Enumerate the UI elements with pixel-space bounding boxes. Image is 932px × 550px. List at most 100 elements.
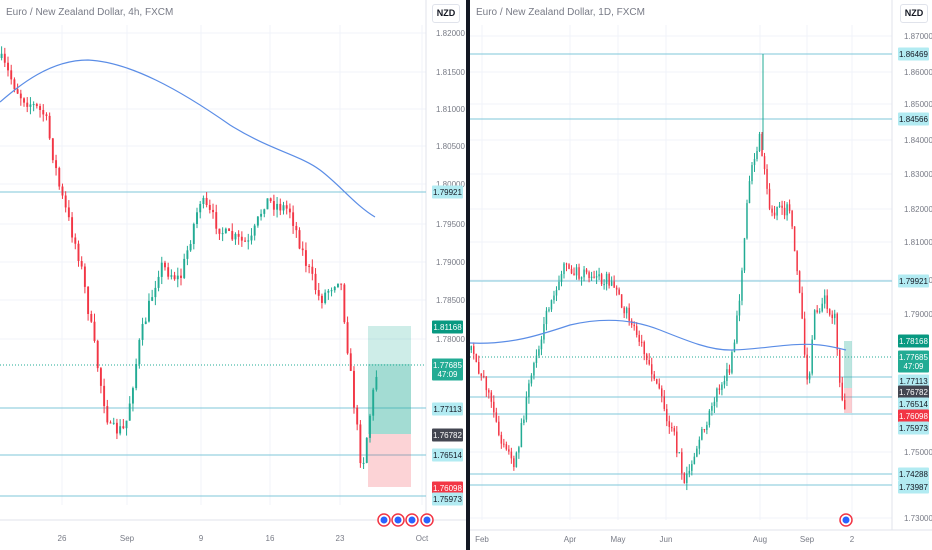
candle-body xyxy=(109,422,112,424)
price-tick-label: 1.80000 xyxy=(436,180,465,189)
candle-body xyxy=(192,224,195,245)
event-flag-icon-core xyxy=(842,516,850,524)
time-tick-label: Sep xyxy=(120,534,135,543)
candle-body xyxy=(613,281,615,288)
candle-body xyxy=(533,363,535,376)
candle-body xyxy=(48,115,51,139)
time-tick-label: May xyxy=(610,535,625,544)
candle-body xyxy=(610,281,613,286)
candle-body xyxy=(199,203,202,213)
currency-button[interactable]: NZD xyxy=(900,4,928,23)
candle-body xyxy=(681,452,683,474)
candle-body xyxy=(64,195,67,208)
candle-body xyxy=(7,62,9,71)
event-flag-icon-core xyxy=(423,516,431,524)
candle-body xyxy=(530,375,533,384)
candle-body xyxy=(683,473,686,484)
candle-body xyxy=(676,431,678,454)
candle-body xyxy=(706,425,708,431)
candle-body xyxy=(758,133,761,151)
candle-body xyxy=(655,378,658,384)
candle-body xyxy=(135,364,138,389)
position-stop-zone xyxy=(844,388,852,413)
candle-body xyxy=(778,205,781,207)
candle-body xyxy=(776,206,778,216)
candle-body xyxy=(221,233,224,235)
candle-body xyxy=(803,318,806,355)
candle-body xyxy=(595,276,598,278)
price-tick-label: 1.75000 xyxy=(904,448,932,457)
candle-body xyxy=(630,320,633,325)
candle-body xyxy=(653,374,655,379)
candle-body xyxy=(131,388,134,404)
candle-body xyxy=(247,240,250,242)
candle-body xyxy=(528,383,530,398)
candle-body xyxy=(96,340,99,369)
panel-divider[interactable] xyxy=(466,0,470,550)
price-tick-label: 1.86000 xyxy=(904,68,932,77)
candle-body xyxy=(590,276,593,279)
candle-body xyxy=(498,421,500,435)
chart-panel-1d[interactable]: 1.87000 1.86000 1.85000 1.84000 1.83000 1.820… xyxy=(470,0,932,550)
candle-body xyxy=(726,369,728,382)
currency-button[interactable]: NZD xyxy=(432,4,460,23)
countdown-text: 47:09 xyxy=(903,362,924,371)
price-tick-label: 1.82000 xyxy=(904,205,932,214)
candle-body xyxy=(359,424,362,464)
chart-title: Euro / New Zealand Dollar, 1D, FXCM xyxy=(476,7,645,18)
candle-body xyxy=(87,286,90,314)
price-tag xyxy=(432,358,463,381)
price-tick-label: 1.79000 xyxy=(904,310,932,319)
price-tag xyxy=(432,185,463,199)
candle-body xyxy=(788,204,791,211)
candle-body xyxy=(743,238,746,271)
candle-body xyxy=(818,311,821,313)
candle-body xyxy=(119,426,122,434)
candle-body xyxy=(369,415,371,438)
price-tag xyxy=(432,428,463,442)
candle-body xyxy=(493,401,495,413)
candle-body xyxy=(751,165,753,182)
price-tag xyxy=(898,334,929,348)
chart-title: Euro / New Zealand Dollar, 4h, FXCM xyxy=(6,7,174,18)
price-tag xyxy=(898,385,929,399)
candle-body xyxy=(372,389,375,416)
candle-body xyxy=(16,89,19,94)
chart-4h-canvas[interactable]: 1.82000 1.81500 1.81000 1.80500 1.80000 1.795… xyxy=(0,0,466,550)
candle-body xyxy=(272,201,275,210)
price-tag xyxy=(898,421,929,435)
candle-body xyxy=(703,429,706,431)
candle-body xyxy=(485,376,488,391)
price-tag-text: 1.77113 xyxy=(433,405,462,414)
candle-body xyxy=(548,309,550,311)
price-tick-label: 1.78000 xyxy=(436,335,465,344)
price-tick-label: 1.78500 xyxy=(436,296,465,305)
price-tag-text: 1.77113 xyxy=(899,377,928,386)
time-tick-label: 2 xyxy=(850,535,855,544)
candle-body xyxy=(503,443,505,445)
candle-body xyxy=(186,250,189,259)
price-tag xyxy=(898,112,929,126)
candle-body xyxy=(673,428,676,432)
candle-body xyxy=(173,275,176,280)
candle-body xyxy=(701,429,703,440)
chart-panel-4h[interactable]: 1.82000 1.81500 1.81000 1.80500 1.80000 1.795… xyxy=(0,0,466,550)
candle-body xyxy=(535,355,538,364)
candle-body xyxy=(555,290,558,296)
candle-body xyxy=(816,310,818,313)
candle-body xyxy=(545,310,548,325)
time-tick-label: 16 xyxy=(266,534,275,543)
candle-body xyxy=(761,133,763,157)
candle-body xyxy=(568,264,570,269)
candle-body xyxy=(605,273,608,285)
price-tag-text: 1.79921 xyxy=(899,277,928,286)
price-tick-label: 1.85000 xyxy=(904,100,932,109)
candle-body xyxy=(212,209,214,213)
candle-body xyxy=(736,315,738,343)
candle-body xyxy=(147,300,150,322)
candle-body xyxy=(640,341,643,343)
candle-body xyxy=(240,236,243,241)
chart-1d-canvas[interactable]: 1.87000 1.86000 1.85000 1.84000 1.83000 1.820… xyxy=(470,0,932,550)
candle-body xyxy=(643,341,645,355)
candle-body xyxy=(633,324,635,327)
